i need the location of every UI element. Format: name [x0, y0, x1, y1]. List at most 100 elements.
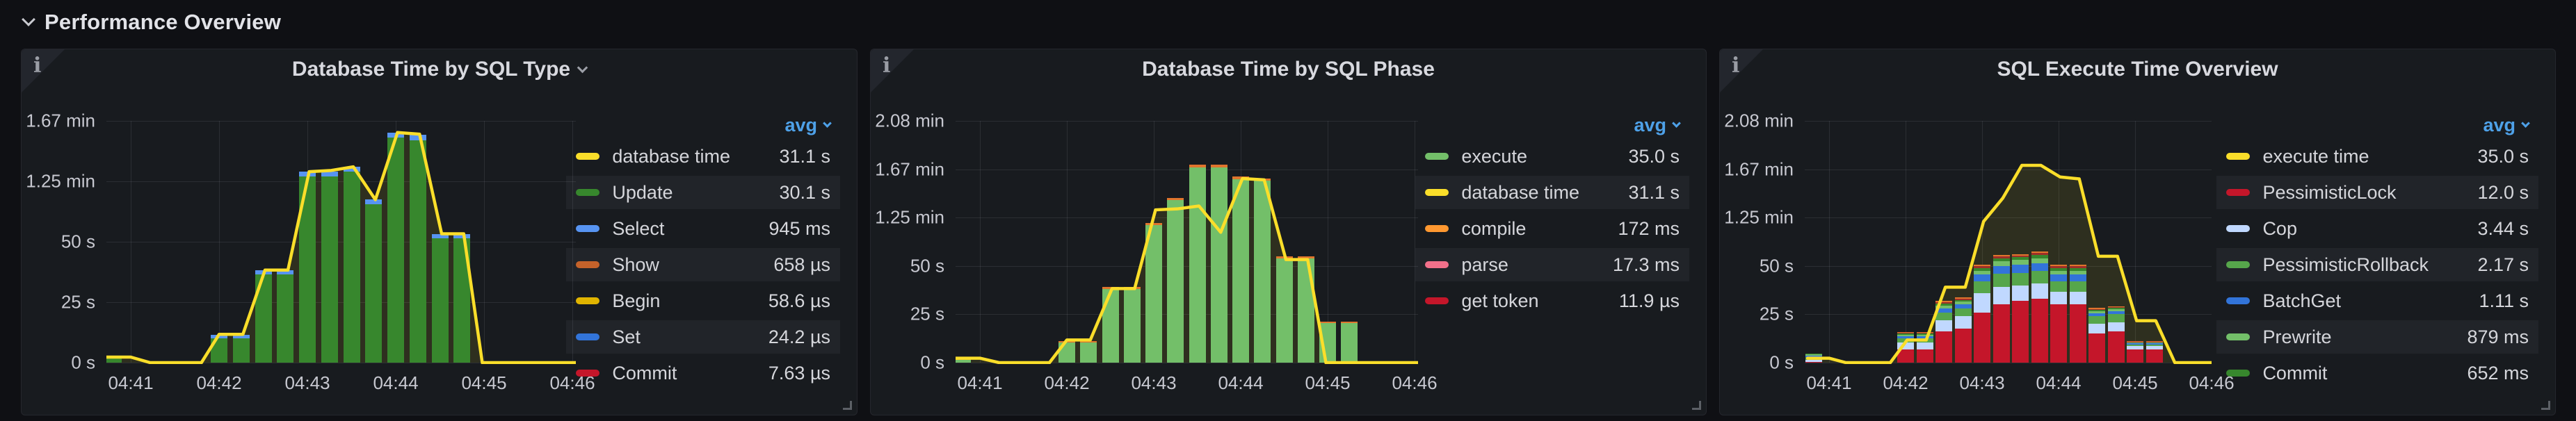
bar-segment-top-cap-orange — [2070, 265, 2086, 267]
bar-segment-compile — [1145, 222, 1162, 226]
x-tick-label: 04:44 — [1218, 372, 1264, 393]
legend-row-batchget[interactable]: BatchGet 1.11 s — [2216, 284, 2538, 317]
legend-row-execute[interactable]: execute 35.0 s — [1415, 140, 1689, 173]
y-tick-label: 0 s — [1769, 352, 1794, 373]
legend-row-compile[interactable]: compile 172 ms — [1415, 212, 1689, 245]
panel-resize-handle[interactable] — [2541, 401, 2550, 410]
bar-segment-Prewrite — [1955, 302, 1972, 305]
bar-segment-BatchGet — [2146, 343, 2163, 345]
bar-segment-BatchGet — [2108, 311, 2125, 315]
plot-area[interactable] — [1805, 108, 2212, 364]
legend-series-label: database time — [612, 145, 730, 167]
y-tick-label: 1.67 min — [26, 110, 95, 131]
bar-segment-Select — [233, 334, 250, 339]
legend-color-swatch — [2226, 297, 2251, 304]
legend-row-cop[interactable]: Cop 3.44 s — [2216, 212, 2538, 245]
bar-segment-PessimisticLock — [2070, 304, 2086, 363]
panel-title[interactable]: Database Time by SQL Phase — [1142, 58, 1435, 81]
legend-row-show[interactable]: Show 658 µs — [566, 248, 840, 281]
bar-segment-Prewrite — [2127, 342, 2143, 344]
bar-segment-Commit — [2070, 267, 2086, 271]
bar-segment-Cop — [2127, 346, 2143, 349]
bar-segment-execute — [1211, 167, 1227, 363]
plot-area[interactable] — [956, 108, 1418, 364]
legend-row-select[interactable]: Select 945 ms — [566, 212, 840, 245]
legend-series-label: Begin — [612, 290, 661, 311]
bar-segment-Commit — [1955, 299, 1972, 302]
bar-segment-top-cap-orange — [2031, 251, 2048, 254]
legend-row-execute-time[interactable]: execute time 35.0 s — [2216, 140, 2538, 173]
panel-resize-handle[interactable] — [1692, 401, 1701, 410]
bar-segment-top-cap-dark-red — [2050, 266, 2067, 268]
legend-avg-value: 31.1 s — [779, 145, 830, 167]
legend-sort-avg[interactable]: avg — [1415, 110, 1689, 140]
bar-segment-Select — [453, 233, 470, 238]
gridline — [956, 265, 1418, 267]
bar-segment-Update — [365, 204, 382, 363]
y-tick-label: 50 s — [1759, 255, 1794, 276]
bar-segment-Cop — [1897, 342, 1914, 349]
bar-segment-top-cap-orange — [2050, 265, 2067, 267]
bar-segment-BatchGet — [1917, 336, 1933, 339]
bar-segment-Commit — [1917, 333, 1933, 335]
info-icon-glyph: i — [1732, 53, 1740, 78]
legend-color-swatch — [576, 261, 600, 268]
panel-title[interactable]: SQL Execute Time Overview — [1997, 58, 2278, 81]
bar-segment-Cop — [2146, 346, 2163, 349]
x-tick-label: 04:41 — [957, 372, 1003, 393]
legend-sort-avg[interactable]: avg — [2216, 110, 2538, 140]
legend-row-get-token[interactable]: get token 11.9 µs — [1415, 284, 1689, 317]
panel-title[interactable]: Database Time by SQL Type — [291, 58, 571, 81]
legend-color-swatch — [1425, 189, 1449, 196]
y-tick-label: 1.67 min — [1724, 158, 1794, 180]
legend-row-parse[interactable]: parse 17.3 ms — [1415, 248, 1689, 281]
legend-avg-value: 2.17 s — [2477, 254, 2529, 275]
gridline — [956, 314, 1418, 315]
chevron-down-icon[interactable] — [577, 62, 588, 73]
bar-segment-top-cap-orange — [1917, 331, 1933, 333]
legend-row-update[interactable]: Update 30.1 s — [566, 176, 840, 209]
x-tick-label: 04:42 — [196, 372, 242, 393]
bar-segment-top-cap-orange — [1897, 331, 1914, 333]
legend-series-label: Update — [612, 181, 673, 203]
bar-segment-Cop — [2070, 292, 2086, 305]
bar-segment-PessimisticLock — [2050, 304, 2067, 363]
legend-row-database-time[interactable]: database time 31.1 s — [1415, 176, 1689, 209]
legend-avg-value: 658 µs — [773, 254, 830, 275]
bar-segment-execute — [1080, 342, 1097, 363]
plot-area[interactable] — [106, 108, 576, 364]
bar-segment-Update — [344, 172, 360, 363]
legend-row-commit[interactable]: Commit 652 ms — [2216, 356, 2538, 390]
row-header-performance-overview[interactable]: Performance Overview — [22, 10, 281, 35]
legend-row-prewrite[interactable]: Prewrite 879 ms — [2216, 320, 2538, 354]
bar-segment-PessimisticLock — [1955, 329, 1972, 363]
legend-color-swatch — [2226, 153, 2251, 160]
bar-segment-PessimisticRollback — [2050, 281, 2067, 292]
legend-row-begin[interactable]: Begin 58.6 µs — [566, 284, 840, 317]
legend-row-commit[interactable]: Commit 7.63 µs — [566, 356, 840, 390]
info-icon-glyph: i — [883, 53, 891, 78]
bar-segment-top-cap-dark-red — [2012, 256, 2029, 258]
legend-series-label: Show — [612, 254, 659, 275]
legend-series-label: database time — [1461, 181, 1579, 203]
legend-sort-avg[interactable]: avg — [566, 110, 840, 140]
legend-row-set[interactable]: Set 24.2 µs — [566, 320, 840, 354]
gridline — [980, 121, 981, 363]
legend-color-swatch — [2226, 189, 2251, 196]
bar-segment-Select — [365, 199, 382, 205]
gridline — [1805, 217, 2212, 219]
gridline — [1829, 121, 1830, 363]
x-tick-label: 04:42 — [1044, 372, 1090, 393]
gridline — [572, 121, 573, 363]
legend-row-database-time[interactable]: database time 31.1 s — [566, 140, 840, 173]
y-tick-label: 0 s — [71, 352, 95, 373]
y-tick-label: 1.67 min — [875, 158, 944, 180]
legend-row-pessimisticlock[interactable]: PessimisticLock 12.0 s — [2216, 176, 2538, 209]
legend-row-pessimisticrollback[interactable]: PessimisticRollback 2.17 s — [2216, 248, 2538, 281]
legend-avg-value: 879 ms — [2467, 326, 2529, 347]
panel-resize-handle[interactable] — [843, 401, 852, 410]
bar-segment-Prewrite — [2012, 260, 2029, 265]
bar-segment-execute — [1189, 167, 1206, 363]
x-tick-label: 04:46 — [1392, 372, 1438, 393]
bar-segment-Commit — [2088, 309, 2105, 312]
